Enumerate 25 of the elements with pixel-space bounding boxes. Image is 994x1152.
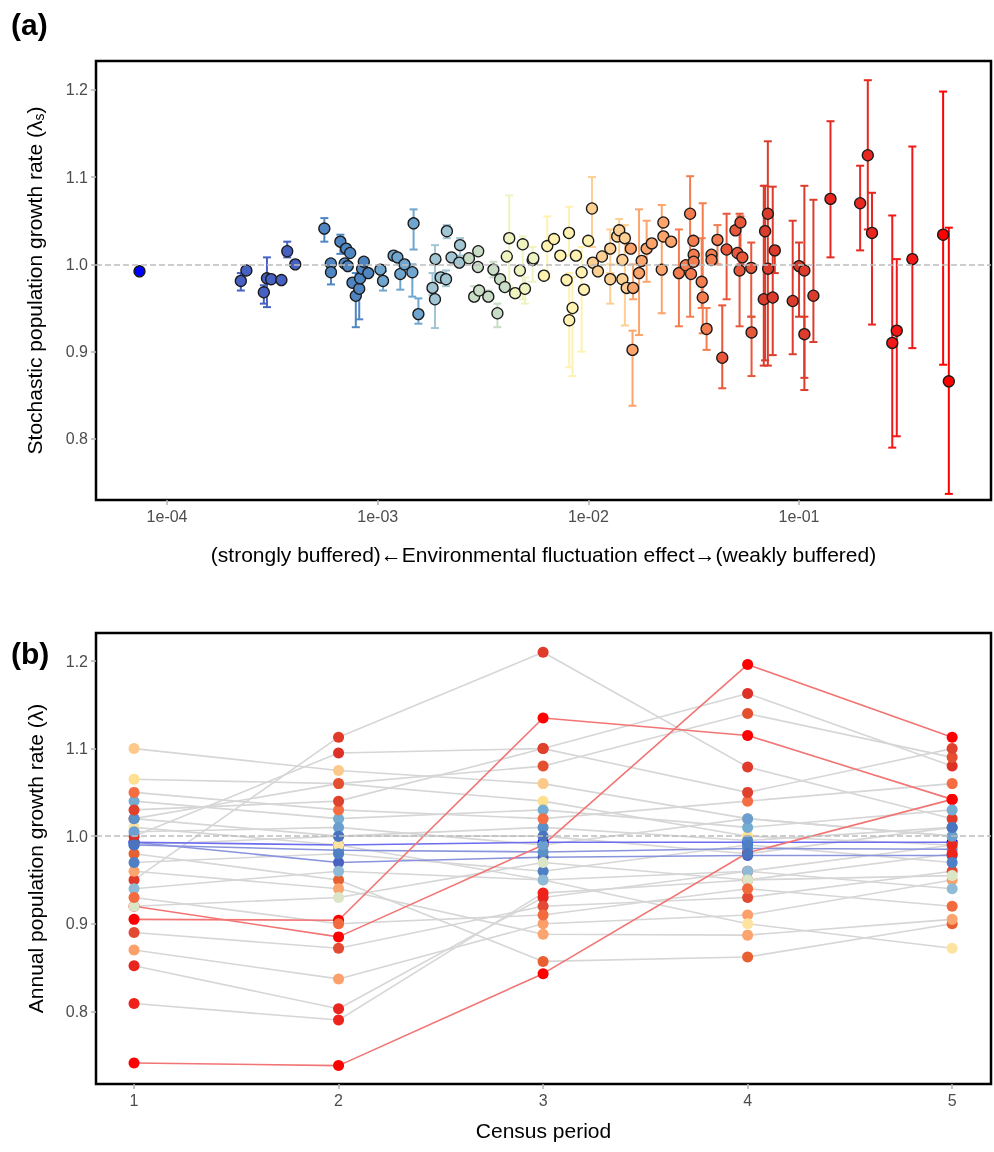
- x-tick-label: 1e-03: [357, 507, 399, 525]
- x-tick-label: 1e-02: [567, 507, 609, 525]
- x-tick-label: 1e-01: [778, 507, 820, 525]
- x-tick-label: 5: [947, 1091, 957, 1109]
- y-tick-label: 1.1: [65, 168, 89, 186]
- y-axis-title: Stochastic population growth rate (λs): [22, 106, 47, 455]
- x-tick-label: 1e-04: [146, 507, 188, 525]
- x-tick-label: 1: [129, 1091, 139, 1109]
- y-tick-label: 1.0: [65, 827, 89, 845]
- y-tick-label: 1.0: [65, 255, 89, 273]
- y-tick-label: 1.2: [65, 652, 89, 670]
- y-tick-label: 1.1: [65, 740, 89, 758]
- chart-title: (b): [11, 636, 50, 670]
- x-axis-title: Census period: [475, 1119, 612, 1142]
- y-axis-title: Annual population growth rate (λ): [24, 703, 47, 1014]
- x-tick-label: 4: [743, 1091, 753, 1109]
- x-axis-title: (strongly buffered)←Environmental fluctuation effect→(weakly buffered): [210, 543, 877, 566]
- y-tick-label: 1.2: [65, 81, 89, 99]
- y-tick-label: 0.9: [65, 343, 89, 361]
- x-tick-label: 2: [334, 1091, 344, 1109]
- chart-title: (a): [11, 7, 48, 41]
- y-tick-label: 0.9: [65, 915, 89, 933]
- x-tick-label: 3: [538, 1091, 548, 1109]
- y-tick-label: 0.8: [65, 1002, 89, 1020]
- y-tick-label: 0.8: [65, 430, 89, 448]
